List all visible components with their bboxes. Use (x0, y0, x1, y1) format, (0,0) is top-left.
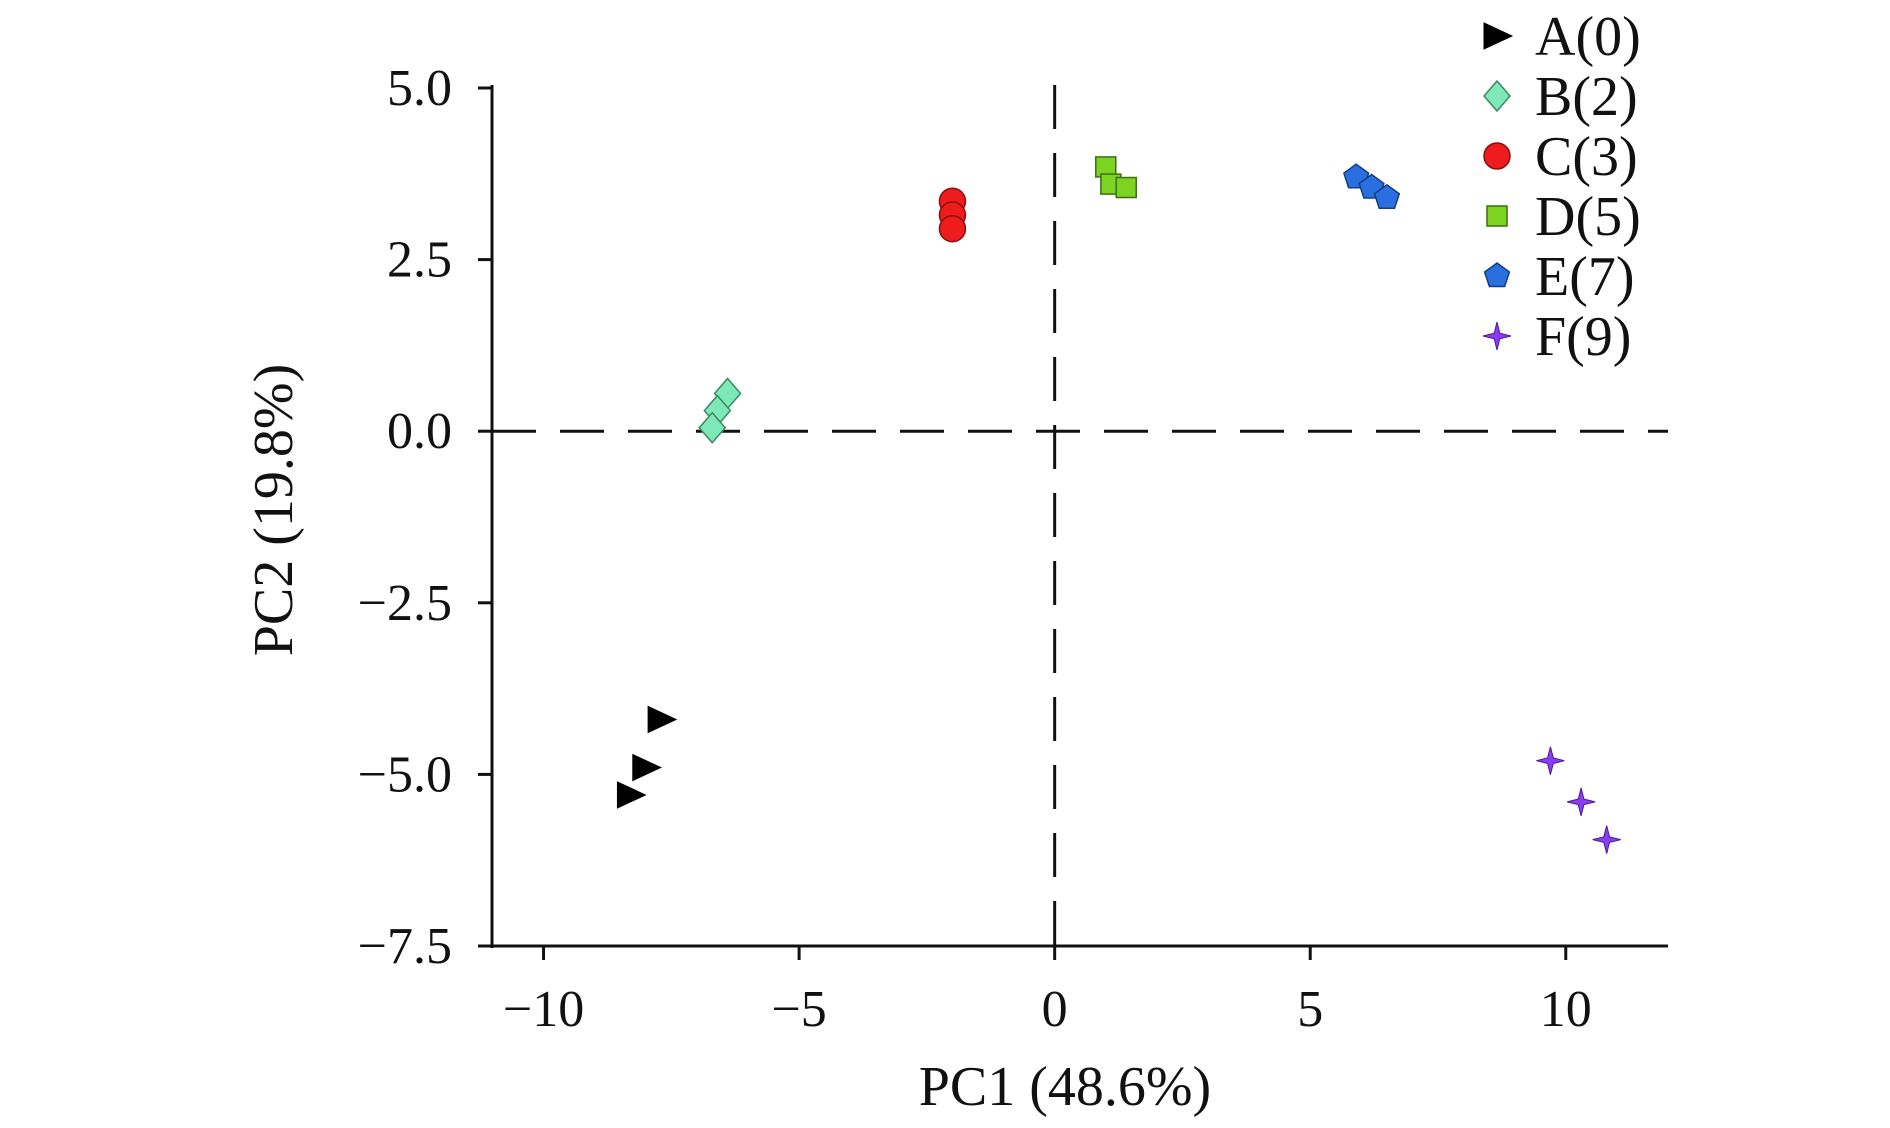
x-tick-label: −10 (503, 981, 584, 1038)
legend: A(0)B(2)C(3)D(5)E(7)F(9) (1482, 6, 1641, 368)
legend-label: D(5) (1535, 186, 1641, 248)
x-tick-label: −5 (771, 981, 826, 1038)
point-D(5) (1115, 176, 1137, 199)
legend-marker (1482, 321, 1512, 351)
y-tick-label: 0.0 (387, 403, 452, 460)
point-E(7) (1373, 183, 1401, 210)
point-A(0) (647, 705, 678, 734)
y-axis-title: PC2 (19.8%) (243, 364, 305, 656)
axes (490, 85, 1668, 948)
legend-label: C(3) (1535, 126, 1638, 188)
x-tick-label: 5 (1297, 981, 1323, 1038)
legend-marker (1486, 205, 1508, 227)
point-F(9) (1566, 787, 1596, 817)
y-tick-label: 2.5 (387, 232, 452, 289)
legend-label: E(7) (1535, 246, 1635, 308)
y-tick-label: −5.0 (358, 746, 452, 803)
point-F(9) (1592, 825, 1621, 854)
legend-marker (1483, 79, 1511, 113)
x-tick-label: 0 (1042, 981, 1068, 1038)
y-tick-label: −2.5 (358, 575, 452, 632)
ticks: −10 −5 0 5 10 5.0 2.5 0.0 −2.5 −5.0 −7.5 (358, 60, 1592, 1038)
x-axis-title: PC1 (48.6%) (919, 1056, 1211, 1118)
legend-label: B(2) (1535, 66, 1638, 128)
legend-marker (1483, 22, 1514, 50)
legend-marker (1483, 262, 1511, 288)
legend-label: A(0) (1535, 6, 1641, 68)
legend-marker (1483, 142, 1511, 170)
point-C(3) (938, 214, 967, 243)
point-A(0) (616, 781, 647, 809)
legend-label: F(9) (1535, 306, 1631, 368)
point-F(9) (1536, 746, 1565, 775)
x-tick-label: 10 (1540, 981, 1592, 1038)
point-B(2) (698, 411, 727, 444)
y-tick-label: −7.5 (358, 918, 452, 975)
data-points (616, 156, 1621, 854)
y-tick-label: 5.0 (387, 60, 452, 117)
reference-lines (492, 85, 1668, 946)
point-A(0) (632, 753, 662, 782)
